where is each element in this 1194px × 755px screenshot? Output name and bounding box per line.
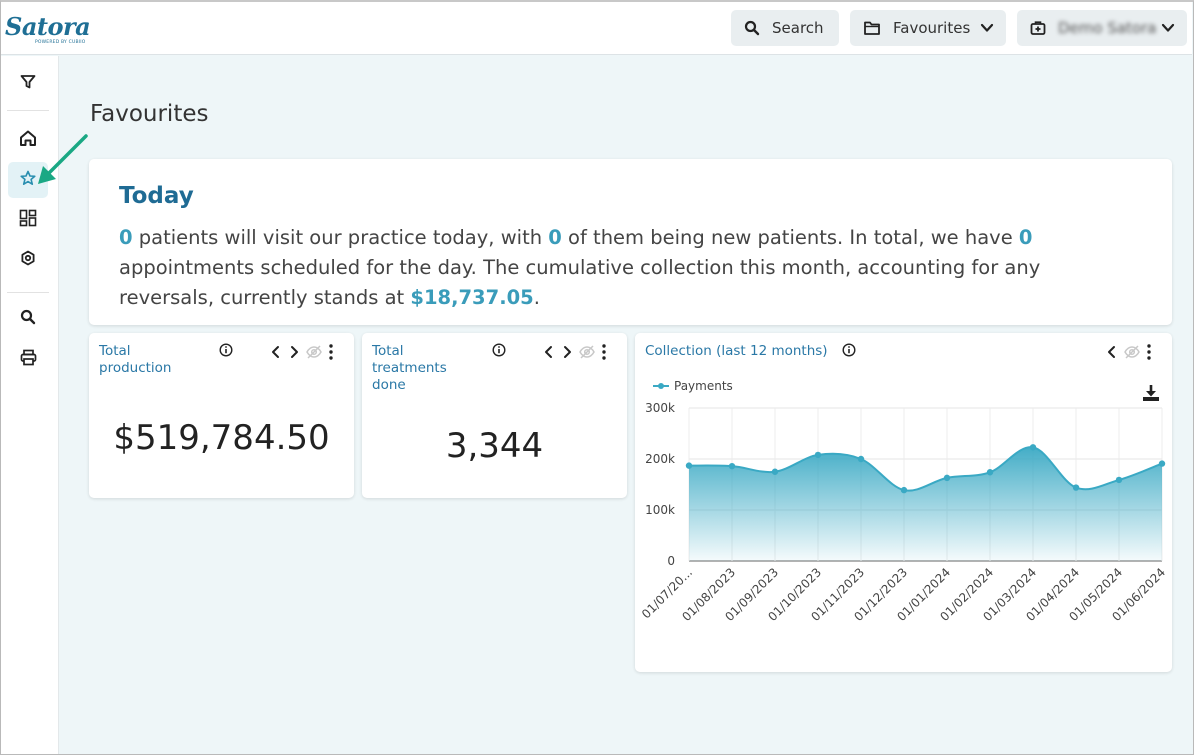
data-point <box>685 462 693 469</box>
sidebar-item-home[interactable] <box>8 122 48 158</box>
sidebar-item-filter[interactable] <box>8 66 48 102</box>
kpi-title: Total treatments done <box>372 343 447 393</box>
gear-icon <box>20 250 36 270</box>
chevron-left-icon[interactable] <box>542 344 556 360</box>
kpi-value: $519,784.50 <box>113 418 330 458</box>
card-actions <box>542 343 608 361</box>
y-tick-label: 0 <box>667 554 675 568</box>
page-title: Favourites <box>90 101 209 127</box>
total-treatments-card: Total treatments done 3,344 <box>362 333 627 498</box>
data-point <box>728 462 736 470</box>
y-tick-label: 200k <box>645 452 675 466</box>
download-icon[interactable] <box>1141 383 1161 403</box>
sidebar-divider <box>7 292 49 293</box>
card-actions <box>269 343 335 361</box>
chevron-right-icon[interactable] <box>560 344 574 360</box>
info-icon[interactable] <box>842 343 856 357</box>
chevron-left-icon[interactable] <box>269 344 283 360</box>
data-point <box>900 486 908 494</box>
data-point <box>1158 460 1166 467</box>
search-label: Search <box>772 19 824 37</box>
kpi-value: 3,344 <box>445 426 544 466</box>
info-icon[interactable] <box>492 343 506 357</box>
chart-title: Collection (last 12 months) <box>645 343 828 359</box>
kpi-title: Total production <box>99 343 172 376</box>
summary-text-2: of them being new patients. In total, we… <box>561 226 1019 249</box>
search-icon <box>744 20 760 36</box>
sidebar-item-search[interactable] <box>8 301 48 337</box>
summary-text-3: appointments scheduled for the day. The … <box>119 256 1041 309</box>
favourites-label: Favourites <box>893 19 971 37</box>
top-bar: Satora POWERED BY CUBIIO Search Favourit… <box>1 2 1192 55</box>
summary-text-4: . <box>533 286 540 309</box>
medical-bag-icon <box>1030 20 1046 36</box>
chevron-down-icon <box>1161 21 1175 39</box>
data-point <box>771 468 779 475</box>
logo-subtext: POWERED BY CUBIIO <box>35 40 86 45</box>
more-vertical-icon[interactable] <box>1145 343 1153 361</box>
sidebar-item-print[interactable] <box>8 341 48 377</box>
chevron-left-icon[interactable] <box>1105 344 1119 360</box>
eye-off-icon[interactable] <box>305 344 323 360</box>
appointments-count: 0 <box>1018 226 1033 249</box>
info-icon[interactable] <box>219 343 233 357</box>
data-point <box>943 474 951 482</box>
more-vertical-icon[interactable] <box>327 343 335 361</box>
sidebar-item-settings[interactable] <box>8 242 48 278</box>
today-summary: 0 patients will visit our practice today… <box>119 223 1139 313</box>
more-vertical-icon[interactable] <box>600 343 608 361</box>
today-title: Today <box>119 183 194 209</box>
sidebar-divider <box>7 110 49 111</box>
annotation-arrow <box>38 134 88 184</box>
new-patients-count: 0 <box>548 226 562 249</box>
folder-icon <box>863 20 881 36</box>
data-point <box>814 451 822 459</box>
favourites-dropdown[interactable]: Favourites <box>850 10 1006 46</box>
sidebar-item-dashboards[interactable] <box>8 202 48 238</box>
dashboard-icon <box>19 209 37 231</box>
collection-chart-card: Collection (last 12 months) Payments 0 100… <box>635 333 1172 672</box>
total-production-card: Total production $519,784.50 <box>89 333 354 498</box>
practice-name: Demo Satora <box>1058 19 1157 37</box>
collection-amount: $18,737.05 <box>410 286 534 309</box>
data-point <box>1115 476 1123 484</box>
satora-logo[interactable]: Satora POWERED BY CUBIIO <box>5 15 93 49</box>
chevron-down-icon <box>980 21 994 39</box>
eye-off-icon[interactable] <box>578 344 596 360</box>
collection-area-chart: Payments0100k200k300k01/07/20...01/08/20… <box>639 379 1168 624</box>
eye-off-icon[interactable] <box>1123 344 1141 360</box>
search-button[interactable]: Search <box>731 10 839 46</box>
data-point <box>986 469 994 476</box>
data-point <box>1072 484 1080 491</box>
star-icon <box>20 170 36 190</box>
printer-icon <box>20 349 37 370</box>
y-tick-label: 300k <box>645 401 675 415</box>
logo-text: Satora <box>5 12 91 41</box>
y-tick-label: 100k <box>645 503 675 517</box>
summary-text-1: patients will visit our practice today, … <box>132 226 549 249</box>
practice-dropdown[interactable]: Demo Satora <box>1017 10 1187 46</box>
home-icon <box>19 129 37 151</box>
legend-marker-dot <box>658 383 664 389</box>
chevron-right-icon[interactable] <box>287 344 301 360</box>
data-point <box>857 455 865 463</box>
filter-icon <box>20 74 36 94</box>
legend-label: Payments <box>674 379 733 393</box>
card-actions <box>1105 343 1153 361</box>
series-area-payments <box>689 447 1162 561</box>
patients-count: 0 <box>119 226 133 249</box>
today-card: Today 0 patients will visit our practice… <box>89 159 1172 325</box>
data-point <box>1029 444 1037 451</box>
search-icon <box>20 309 36 329</box>
